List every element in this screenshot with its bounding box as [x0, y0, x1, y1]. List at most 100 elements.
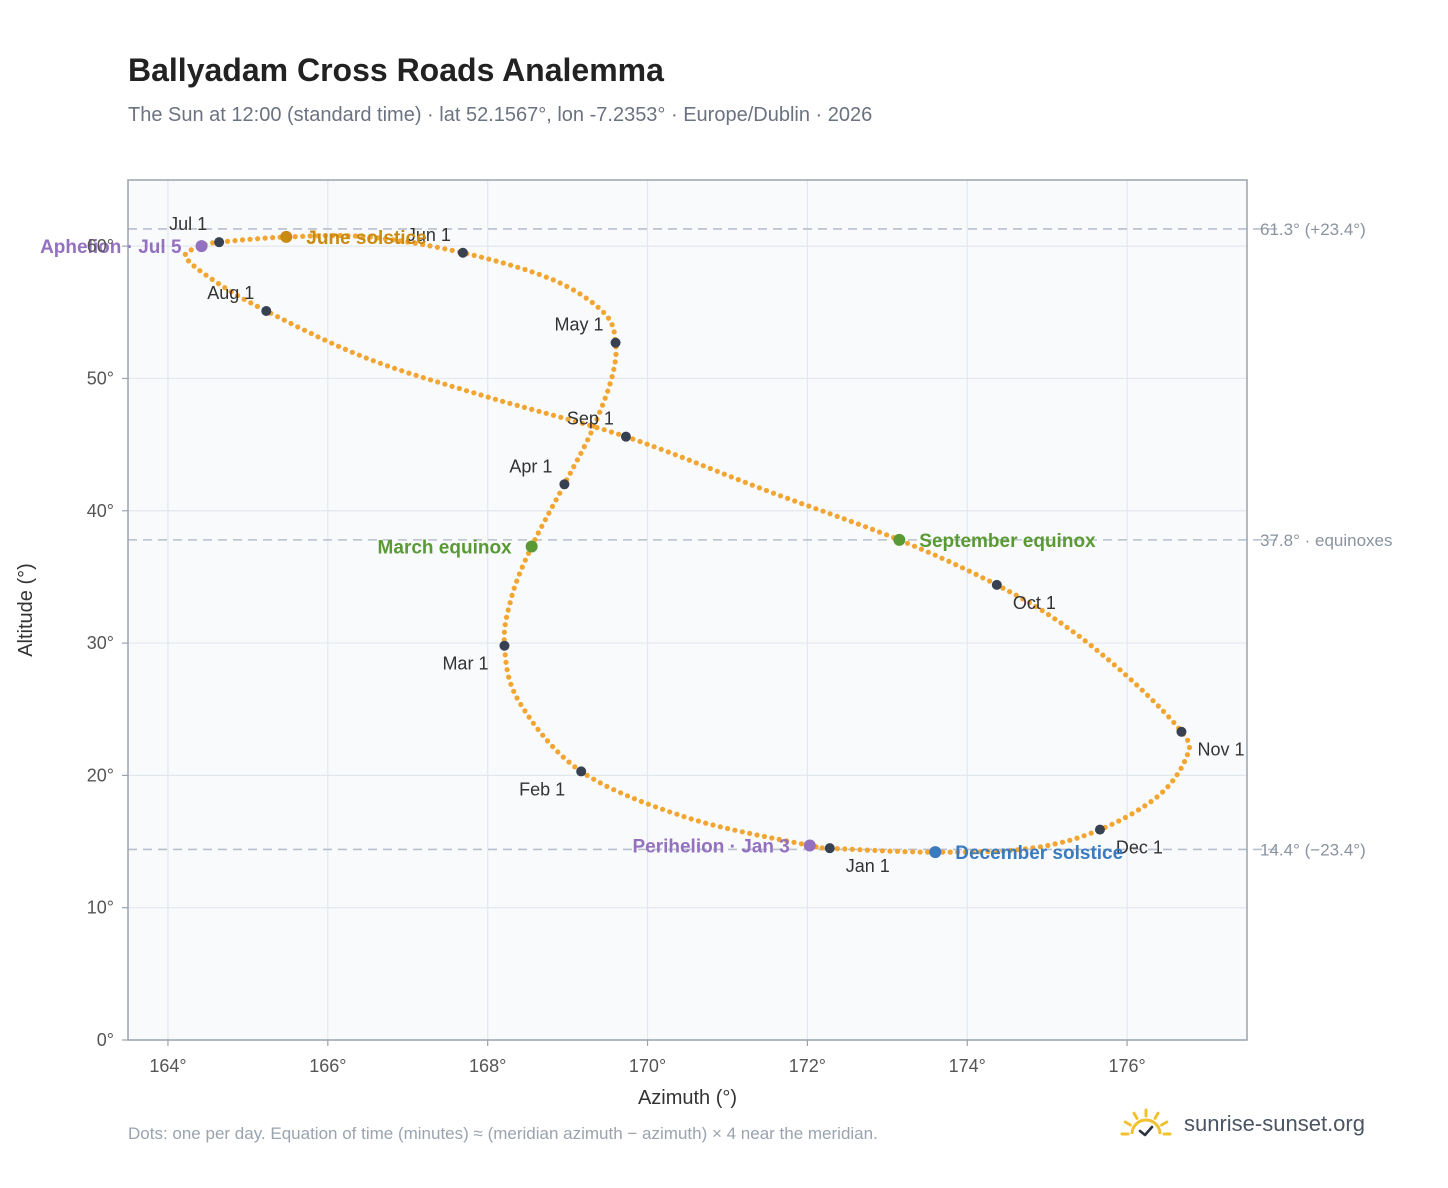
- daily-dot: [530, 720, 537, 726]
- daily-dot: [1070, 629, 1076, 635]
- sun-ray: [1153, 1111, 1160, 1120]
- month-label: May 1: [555, 315, 604, 335]
- daily-dot: [834, 513, 840, 520]
- daily-dot: [985, 848, 991, 855]
- y-tick-label: 20°: [87, 765, 114, 785]
- daily-dot: [686, 457, 692, 463]
- daily-dot: [1039, 607, 1045, 614]
- daily-dot: [588, 430, 594, 436]
- daily-dot: [1030, 845, 1036, 851]
- daily-dot: [519, 564, 525, 570]
- daily-dot: [842, 846, 848, 852]
- month-marker: [457, 247, 468, 258]
- daily-dot: [1067, 837, 1073, 843]
- daily-dot: [609, 322, 615, 328]
- daily-dot: [222, 285, 228, 291]
- daily-dot: [1184, 752, 1190, 758]
- event-marker: [929, 846, 942, 859]
- month-label: Jul 1: [169, 214, 207, 234]
- daily-dot: [255, 236, 261, 242]
- daily-dot: [377, 360, 383, 366]
- daily-dot: [322, 337, 328, 343]
- daily-dot: [791, 839, 797, 845]
- daily-dot: [645, 801, 652, 807]
- daily-dot: [601, 309, 607, 315]
- x-tick-label: 172°: [789, 1056, 826, 1076]
- daily-dot: [607, 381, 613, 387]
- daily-dot: [721, 471, 727, 477]
- daily-dot: [566, 759, 572, 765]
- daily-dot: [1026, 600, 1032, 606]
- daily-dot: [1171, 719, 1177, 726]
- daily-dot: [301, 327, 308, 333]
- daily-dot: [182, 251, 188, 257]
- daily-dot: [535, 726, 541, 732]
- daily-dot: [536, 271, 542, 277]
- footnote: Dots: one per day. Equation of time (min…: [128, 1124, 878, 1143]
- daily-dot: [747, 830, 753, 837]
- y-axis-label: Altitude (°): [15, 563, 37, 657]
- daily-dot: [894, 848, 901, 854]
- daily-dot: [486, 256, 492, 262]
- daily-dot: [962, 849, 968, 855]
- daily-dot: [1111, 662, 1117, 668]
- axes: 164° 166° 168° 170° 172° 174° 176° 0° 10° 20° 30° 4…: [87, 236, 1146, 1076]
- daily-dot: [679, 454, 685, 460]
- sun-ray: [1160, 1120, 1169, 1127]
- daily-dot: [345, 233, 351, 239]
- daily-dot: [703, 820, 709, 826]
- daily-dot: [1052, 841, 1058, 847]
- event-label: March equinox: [378, 537, 513, 558]
- daily-dot: [876, 529, 883, 535]
- daily-dot: [375, 235, 381, 241]
- daily-dot: [917, 849, 923, 855]
- daily-dot: [1178, 765, 1184, 771]
- daily-dot: [597, 409, 603, 415]
- daily-dot: [1109, 821, 1115, 827]
- daily-dot: [307, 233, 313, 239]
- daily-dot: [435, 379, 441, 385]
- daily-dot: [754, 832, 760, 838]
- daily-dot: [529, 406, 535, 412]
- daily-dot: [658, 446, 664, 452]
- daily-dot: [1100, 652, 1106, 658]
- daily-dot: [1007, 589, 1013, 595]
- daily-dot: [605, 315, 612, 321]
- daily-dot: [572, 764, 578, 770]
- daily-dot: [463, 388, 470, 394]
- x-tick-label: 166°: [309, 1056, 346, 1076]
- daily-dot: [550, 277, 556, 283]
- daily-dot: [427, 243, 433, 249]
- x-axis-label: Azimuth (°): [638, 1087, 737, 1109]
- daily-dot: [616, 431, 622, 437]
- daily-dot: [370, 358, 376, 364]
- daily-dot: [940, 849, 946, 855]
- daily-dot: [558, 414, 564, 420]
- y-tick-label: 50°: [87, 368, 114, 388]
- month-label: Mar 1: [442, 654, 488, 674]
- daily-dot: [420, 241, 426, 248]
- sun-ray: [1123, 1120, 1132, 1127]
- daily-dot: [813, 506, 819, 512]
- daily-dot: [315, 334, 321, 340]
- daily-dot: [925, 549, 931, 555]
- daily-dot: [367, 234, 373, 240]
- x-tick-label: 164°: [149, 1056, 186, 1076]
- daily-dot: [288, 320, 294, 327]
- daily-dot: [667, 809, 673, 815]
- daily-dot: [1174, 772, 1180, 778]
- daily-dot: [872, 847, 878, 854]
- daily-dot: [254, 303, 260, 309]
- daily-dot: [241, 296, 247, 302]
- y-tick-label: 60°: [87, 236, 114, 256]
- daily-dot: [228, 289, 234, 295]
- daily-dot: [239, 237, 246, 243]
- daily-dot: [939, 555, 945, 561]
- x-tick-label: 168°: [469, 1056, 506, 1076]
- month-marker: [620, 431, 631, 442]
- daily-dot: [857, 847, 863, 853]
- daily-dot: [1142, 803, 1148, 809]
- brand[interactable]: sunrise-sunset.org: [1120, 1100, 1365, 1148]
- daily-dot: [493, 258, 499, 264]
- month-marker: [1176, 726, 1187, 737]
